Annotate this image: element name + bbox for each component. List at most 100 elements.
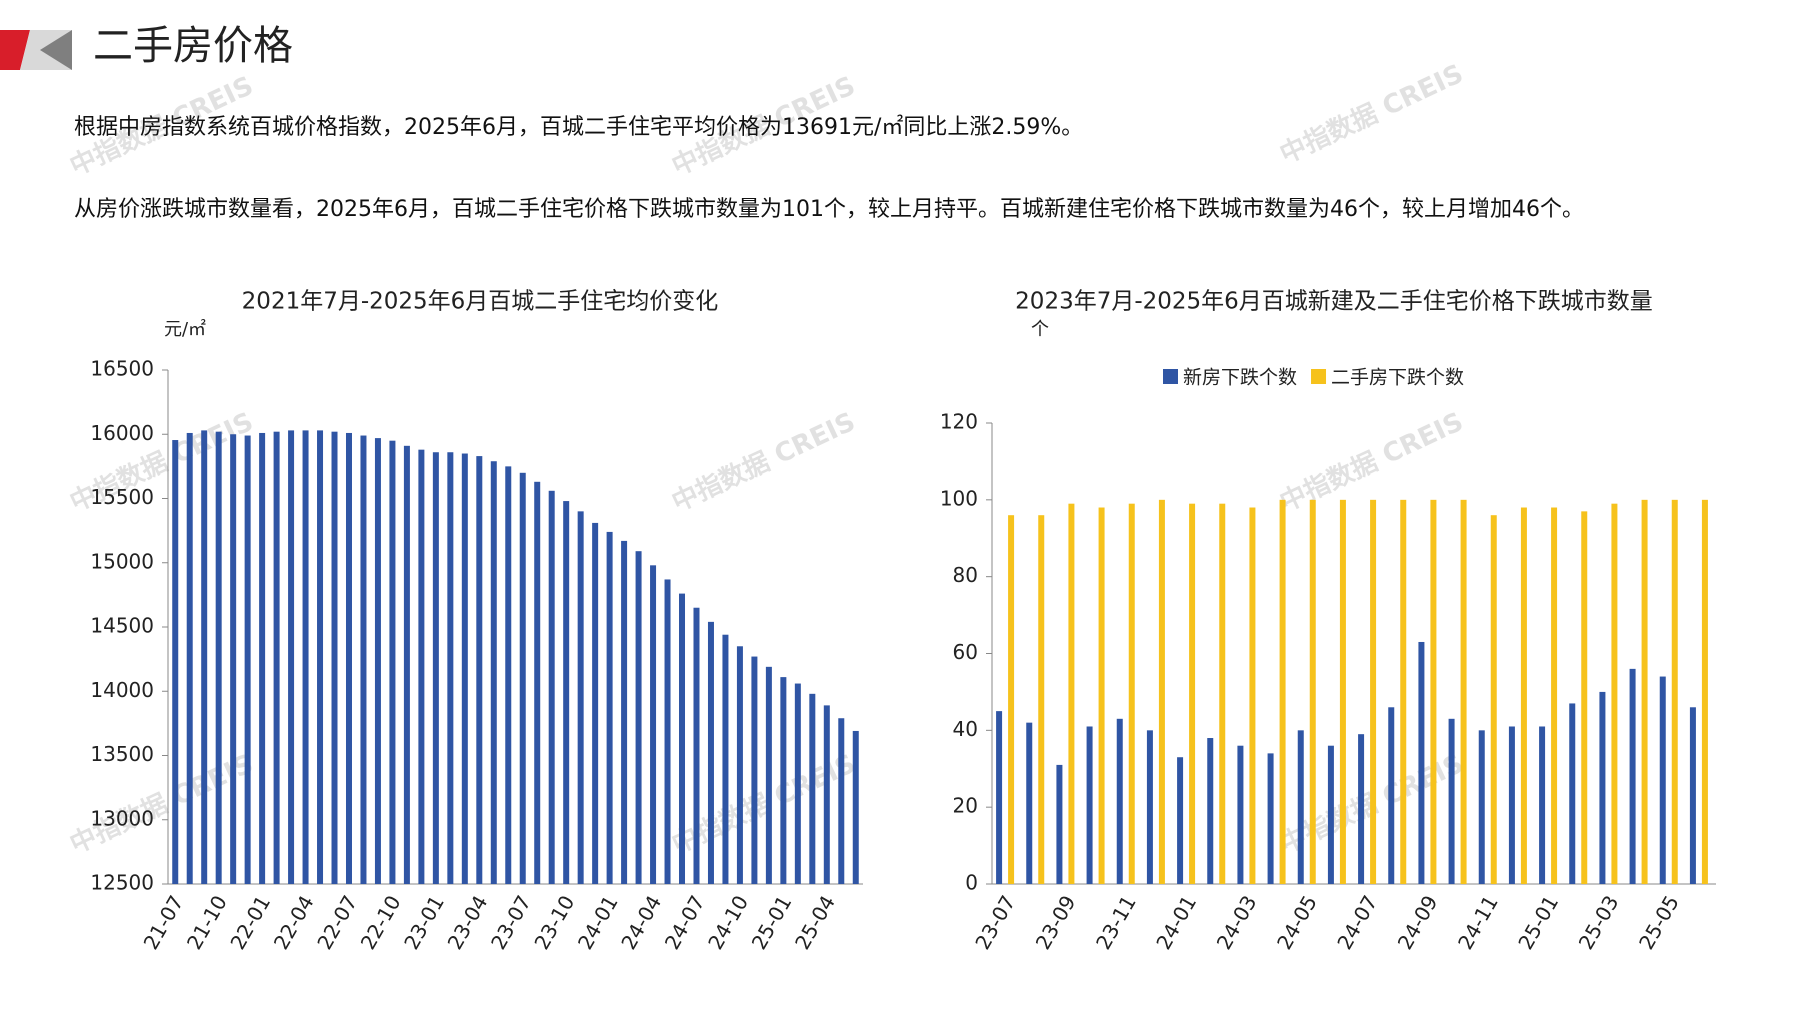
y-tick-label: 13000 [90,806,154,830]
x-tick-label: 25-05 [1634,891,1684,953]
bar [707,621,714,884]
y-tick-label: 15500 [90,485,154,509]
page-title: 二手房价格 [93,23,293,69]
bar [360,435,367,884]
bar [476,456,483,884]
bar [1448,718,1455,884]
chart-title: 2021年7月-2025年6月百城二手住宅均价变化 [242,289,719,315]
bar [765,666,772,884]
bar [1539,726,1546,884]
bar [461,453,468,884]
x-tick-label: 23-07 [486,891,536,953]
bar [1581,511,1588,884]
x-tick-label: 25-01 [1513,891,1563,953]
bar [1038,515,1045,884]
x-tick-label: 25-01 [747,891,797,953]
bar [1569,703,1576,884]
x-tick-label: 24-07 [660,891,710,953]
bar [1297,730,1304,884]
x-tick-label: 24-07 [1332,891,1382,953]
bar [1068,503,1075,884]
x-tick-label: 23-04 [443,891,493,953]
bar [1611,503,1618,884]
x-tick-label: 22-07 [312,891,362,953]
bar [606,531,613,884]
bar [1177,757,1184,884]
bar [273,431,280,884]
bar [838,718,845,884]
legend-label: 二手房下跌个数 [1331,367,1464,389]
bar [664,579,671,884]
x-tick-label: 22-10 [356,891,406,953]
bar [1689,707,1696,884]
x-tick-label: 21-07 [138,891,188,953]
bar [809,693,816,884]
bar [852,730,859,884]
bar [1279,499,1286,884]
y-tick-label: 40 [953,717,978,741]
bar [490,461,497,884]
legend-label: 新房下跌个数 [1183,367,1297,389]
bar [230,434,237,884]
legend-swatch [1311,369,1327,384]
bar [996,711,1003,884]
bar [1086,726,1093,884]
bar [1490,515,1497,884]
y-tick-label: 16000 [90,421,154,445]
bar [1701,499,1708,884]
legend-swatch [1163,369,1178,384]
bar [172,440,179,884]
x-tick-label: 24-11 [1453,891,1503,953]
bar [1026,722,1033,884]
bar [794,683,801,884]
x-tick-label: 24-01 [573,891,623,953]
y-axis-label: 元/㎡ [164,318,206,340]
bar [1388,707,1395,884]
bar [447,452,454,884]
x-tick-label: 24-05 [1272,891,1322,953]
x-tick-label: 23-10 [529,891,579,953]
bar [432,452,439,884]
bar [244,435,251,884]
bar [389,440,396,884]
bar [736,646,743,884]
bar [1128,503,1135,884]
y-tick-label: 80 [953,563,978,587]
bar [1508,726,1515,884]
bar [317,430,324,884]
paragraph: 从房价涨跌城市数量看，2025年6月，百城二手住宅价格下跌城市数量为101个，较… [74,197,1584,222]
bar [1370,499,1377,884]
bar [621,540,628,884]
bar [1189,503,1196,884]
bar [679,593,686,884]
x-tick-label: 24-04 [616,891,666,953]
y-tick-label: 15000 [90,549,154,573]
x-tick-label: 21-10 [182,891,232,953]
bar [1158,499,1165,884]
y-tick-label: 60 [953,640,978,664]
y-tick-label: 14000 [90,678,154,702]
bar [1267,753,1274,884]
bar [693,607,700,884]
bar [1659,676,1666,884]
bar [1430,499,1437,884]
bar [288,430,295,884]
y-tick-label: 100 [940,486,978,510]
bar [215,431,222,884]
bar [635,551,642,884]
x-tick-label: 23-07 [970,891,1020,953]
bar [592,522,599,884]
bar [650,565,657,884]
bar [1116,718,1123,884]
x-tick-label: 24-09 [1393,891,1443,953]
x-tick-label: 24-01 [1151,891,1201,953]
bar [345,432,352,884]
x-tick-label: 23-01 [399,891,449,953]
y-tick-label: 12500 [90,871,154,895]
x-tick-label: 24-10 [703,891,753,953]
bar [374,438,381,884]
bar [1478,730,1485,884]
bar [1008,515,1015,884]
paragraph: 根据中房指数系统百城价格指数，2025年6月，百城二手住宅平均价格为13691元… [74,115,1084,140]
